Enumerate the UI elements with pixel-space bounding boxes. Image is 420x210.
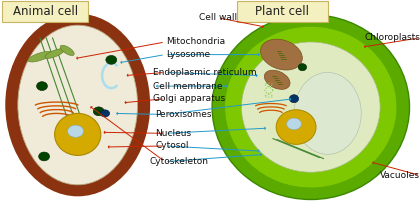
Ellipse shape <box>28 51 52 62</box>
Ellipse shape <box>68 125 84 137</box>
Text: Cell membrane: Cell membrane <box>153 82 223 91</box>
Ellipse shape <box>106 55 117 64</box>
Ellipse shape <box>294 72 361 154</box>
Text: Cytosol: Cytosol <box>155 142 189 150</box>
Ellipse shape <box>225 26 397 188</box>
Text: Lysosome: Lysosome <box>166 50 210 59</box>
Ellipse shape <box>264 70 290 89</box>
FancyBboxPatch shape <box>237 1 328 22</box>
Ellipse shape <box>260 39 302 70</box>
Ellipse shape <box>39 152 50 161</box>
Ellipse shape <box>60 45 74 55</box>
Text: Plant cell: Plant cell <box>255 5 310 18</box>
Ellipse shape <box>6 15 149 195</box>
Ellipse shape <box>93 107 104 116</box>
Text: Chloroplasts: Chloroplasts <box>364 33 420 42</box>
Ellipse shape <box>276 110 316 144</box>
Ellipse shape <box>100 110 110 117</box>
Ellipse shape <box>212 15 410 199</box>
Text: Nucleus: Nucleus <box>155 129 192 138</box>
Text: Endoplasmic reticulum: Endoplasmic reticulum <box>153 68 257 77</box>
Text: Animal cell: Animal cell <box>13 5 78 18</box>
Ellipse shape <box>45 49 64 58</box>
Text: Vacuoles: Vacuoles <box>380 171 420 180</box>
Text: Golgi apparatus: Golgi apparatus <box>153 94 226 103</box>
Ellipse shape <box>286 118 302 130</box>
Text: Peroxisomes: Peroxisomes <box>155 110 212 119</box>
Text: Mitochondria: Mitochondria <box>166 38 225 46</box>
Ellipse shape <box>55 113 101 155</box>
Text: Cell wall: Cell wall <box>200 13 237 22</box>
FancyBboxPatch shape <box>2 1 88 22</box>
Ellipse shape <box>289 95 299 103</box>
Ellipse shape <box>298 64 307 71</box>
Ellipse shape <box>241 42 380 172</box>
Text: Cytoskeleton: Cytoskeleton <box>149 157 208 166</box>
Ellipse shape <box>37 82 47 91</box>
Ellipse shape <box>18 25 138 185</box>
